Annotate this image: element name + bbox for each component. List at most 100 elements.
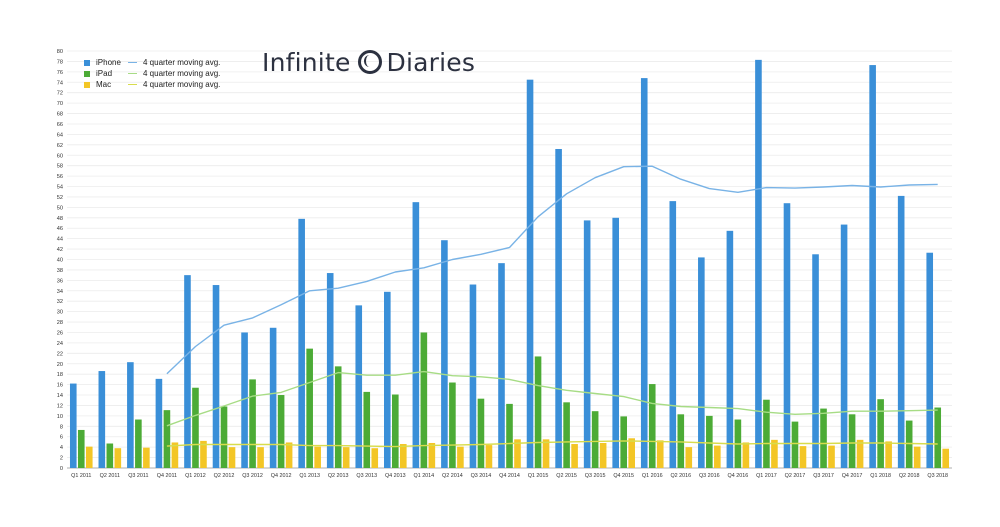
bar-iphone bbox=[212, 285, 220, 468]
bar-iphone bbox=[669, 201, 677, 468]
bar-ipad bbox=[163, 410, 171, 468]
y-tick-label: 34 bbox=[57, 289, 63, 295]
bar-iphone bbox=[412, 202, 420, 468]
y-tick-label: 32 bbox=[57, 299, 63, 305]
y-tick-label: 46 bbox=[57, 226, 63, 232]
bar-mac bbox=[342, 447, 350, 468]
bar-ipad bbox=[534, 356, 542, 468]
bar-ipad bbox=[877, 399, 884, 468]
bar-ipad bbox=[563, 402, 570, 468]
y-tick-label: 0 bbox=[60, 466, 63, 472]
y-tick-label: 24 bbox=[57, 341, 63, 347]
legend-line-iphone-avg bbox=[128, 62, 137, 63]
x-tick-label: Q3 2016 bbox=[699, 473, 720, 479]
bar-iphone bbox=[897, 195, 905, 468]
bar-mac bbox=[485, 445, 493, 468]
y-tick-label: 20 bbox=[57, 362, 63, 368]
x-tick-label: Q4 2015 bbox=[613, 473, 634, 479]
bar-ipad bbox=[934, 407, 942, 468]
bar-mac bbox=[228, 447, 236, 468]
bar-ipad bbox=[249, 379, 256, 468]
x-tick-label: Q2 2014 bbox=[442, 473, 463, 479]
x-tick-label: Q2 2013 bbox=[328, 473, 349, 479]
bar-iphone bbox=[269, 327, 277, 468]
y-tick-label: 6 bbox=[60, 435, 63, 441]
y-tick-label: 48 bbox=[57, 216, 63, 222]
x-tick-label: Q4 2017 bbox=[842, 473, 863, 479]
legend-label-mac: Mac bbox=[96, 80, 112, 89]
y-tick-label: 38 bbox=[57, 268, 63, 274]
bar-ipad bbox=[192, 387, 199, 468]
bar-mac bbox=[913, 446, 921, 468]
bar-iphone bbox=[698, 257, 705, 468]
bar-ipad bbox=[905, 420, 913, 468]
y-tick-label: 50 bbox=[57, 205, 63, 211]
bar-mac bbox=[599, 442, 607, 468]
y-tick-label: 74 bbox=[57, 80, 63, 86]
legend-series: iPhone iPad Mac bbox=[84, 57, 121, 90]
bar-iphone bbox=[612, 217, 619, 468]
bar-iphone bbox=[555, 148, 562, 468]
y-tick-label: 72 bbox=[57, 91, 63, 97]
y-tick-label: 78 bbox=[57, 59, 63, 65]
bar-mac bbox=[371, 448, 379, 468]
bar-ipad bbox=[363, 391, 371, 468]
bar-mac bbox=[771, 439, 778, 468]
bar-ipad bbox=[77, 429, 85, 468]
bar-ipad bbox=[135, 419, 142, 468]
x-tick-label: Q1 2011 bbox=[71, 473, 91, 479]
bar-iphone bbox=[526, 79, 534, 468]
legend-label-ipad-avg: 4 quarter moving avg. bbox=[143, 69, 221, 78]
legend-item-ipad-avg: 4 quarter moving avg. bbox=[128, 68, 220, 79]
bar-mac bbox=[856, 439, 864, 468]
y-tick-label: 26 bbox=[57, 330, 63, 336]
bar-ipad bbox=[220, 406, 228, 468]
bar-ipad bbox=[506, 403, 513, 468]
moving-avg-line-iphone bbox=[166, 165, 938, 375]
bar-iphone bbox=[783, 203, 791, 468]
legend-label-ipad: iPad bbox=[96, 69, 113, 78]
bar-mac bbox=[828, 445, 835, 468]
bar-ipad bbox=[334, 366, 342, 468]
y-tick-label: 40 bbox=[57, 258, 63, 264]
x-tick-label: Q1 2016 bbox=[642, 473, 663, 479]
bar-mac bbox=[799, 446, 807, 468]
bar-ipad bbox=[791, 421, 799, 468]
x-tick-label: Q4 2011 bbox=[157, 473, 177, 479]
x-tick-label: Q3 2014 bbox=[471, 473, 492, 479]
y-tick-label: 10 bbox=[57, 414, 63, 420]
bar-iphone bbox=[298, 218, 305, 468]
y-tick-label: 36 bbox=[57, 278, 63, 284]
x-tick-label: Q2 2015 bbox=[556, 473, 577, 479]
bar-mac bbox=[628, 438, 635, 468]
x-tick-label: Q3 2018 bbox=[927, 473, 948, 479]
bar-iphone bbox=[326, 273, 334, 468]
y-tick-label: 42 bbox=[57, 247, 63, 253]
bar-iphone bbox=[583, 220, 591, 468]
y-tick-label: 4 bbox=[60, 445, 63, 451]
legend-averages: 4 quarter moving avg. 4 quarter moving a… bbox=[128, 57, 220, 90]
bar-iphone bbox=[69, 383, 77, 468]
bar-mac bbox=[143, 447, 150, 468]
bar-iphone bbox=[127, 362, 134, 468]
bar-mac bbox=[457, 446, 464, 468]
x-tick-label: Q1 2018 bbox=[870, 473, 891, 479]
bar-mac bbox=[742, 442, 750, 468]
bar-ipad bbox=[392, 394, 399, 468]
bar-iphone bbox=[640, 78, 648, 468]
legend-line-mac-avg bbox=[128, 84, 137, 85]
bar-iphone bbox=[926, 252, 934, 468]
legend-item-ipad: iPad bbox=[84, 68, 121, 79]
y-tick-label: 56 bbox=[57, 174, 63, 180]
bar-ipad bbox=[306, 348, 313, 468]
bar-mac bbox=[114, 448, 122, 468]
bar-mac bbox=[200, 440, 207, 468]
brand-ring-icon bbox=[357, 50, 382, 74]
x-tick-label: Q3 2011 bbox=[128, 473, 148, 479]
legend-swatch-iphone bbox=[84, 59, 90, 66]
y-tick-label: 2 bbox=[60, 456, 63, 462]
x-tick-label: Q2 2018 bbox=[899, 473, 920, 479]
y-tick-label: 58 bbox=[57, 164, 63, 170]
y-tick-label: 52 bbox=[57, 195, 63, 201]
x-tick-label: Q1 2015 bbox=[528, 473, 549, 479]
